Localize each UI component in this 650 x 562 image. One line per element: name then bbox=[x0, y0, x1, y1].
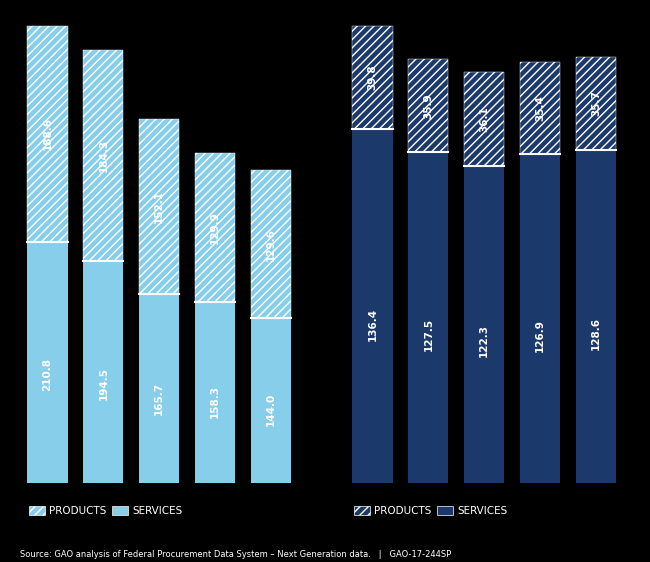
Text: 136.4: 136.4 bbox=[367, 307, 378, 341]
Bar bbox=[576, 149, 616, 483]
Text: 165.7: 165.7 bbox=[154, 382, 164, 415]
Text: 126.9: 126.9 bbox=[535, 319, 545, 352]
Bar bbox=[352, 26, 393, 129]
Text: 152.1: 152.1 bbox=[154, 190, 164, 223]
Text: 129.9: 129.9 bbox=[210, 211, 220, 244]
Bar bbox=[464, 72, 504, 166]
Bar bbox=[251, 170, 291, 319]
Legend: PRODUCTS, SERVICES: PRODUCTS, SERVICES bbox=[350, 502, 512, 520]
Bar bbox=[408, 152, 448, 483]
Bar bbox=[408, 59, 448, 152]
Bar bbox=[352, 129, 393, 483]
Text: 122.3: 122.3 bbox=[479, 324, 489, 357]
Text: 158.3: 158.3 bbox=[210, 386, 220, 418]
Bar bbox=[195, 153, 235, 302]
Bar bbox=[139, 120, 179, 293]
Bar bbox=[464, 166, 504, 483]
Text: 127.5: 127.5 bbox=[423, 318, 434, 351]
Text: 210.8: 210.8 bbox=[42, 358, 53, 391]
Bar bbox=[83, 49, 124, 261]
Legend: PRODUCTS, SERVICES: PRODUCTS, SERVICES bbox=[25, 502, 187, 520]
Bar bbox=[27, 26, 68, 242]
Bar bbox=[195, 302, 235, 483]
Text: 35.7: 35.7 bbox=[591, 90, 601, 116]
Bar bbox=[251, 319, 291, 483]
Text: 128.6: 128.6 bbox=[591, 316, 601, 350]
Bar bbox=[27, 242, 68, 483]
Bar bbox=[520, 154, 560, 483]
Bar bbox=[139, 293, 179, 483]
Text: 129.6: 129.6 bbox=[266, 228, 276, 261]
Text: 35.4: 35.4 bbox=[535, 95, 545, 121]
Bar bbox=[576, 57, 616, 149]
Text: 184.3: 184.3 bbox=[98, 139, 109, 171]
Text: 39.8: 39.8 bbox=[367, 65, 378, 90]
Text: 194.5: 194.5 bbox=[98, 366, 109, 400]
Text: 35.9: 35.9 bbox=[423, 93, 434, 119]
Text: 144.0: 144.0 bbox=[266, 392, 276, 426]
Bar bbox=[520, 62, 560, 154]
Bar bbox=[83, 261, 124, 483]
Text: 188.6: 188.6 bbox=[42, 117, 53, 151]
Text: Source: GAO analysis of Federal Procurement Data System – Next Generation data. : Source: GAO analysis of Federal Procurem… bbox=[20, 550, 450, 559]
Text: 36.1: 36.1 bbox=[479, 106, 489, 132]
